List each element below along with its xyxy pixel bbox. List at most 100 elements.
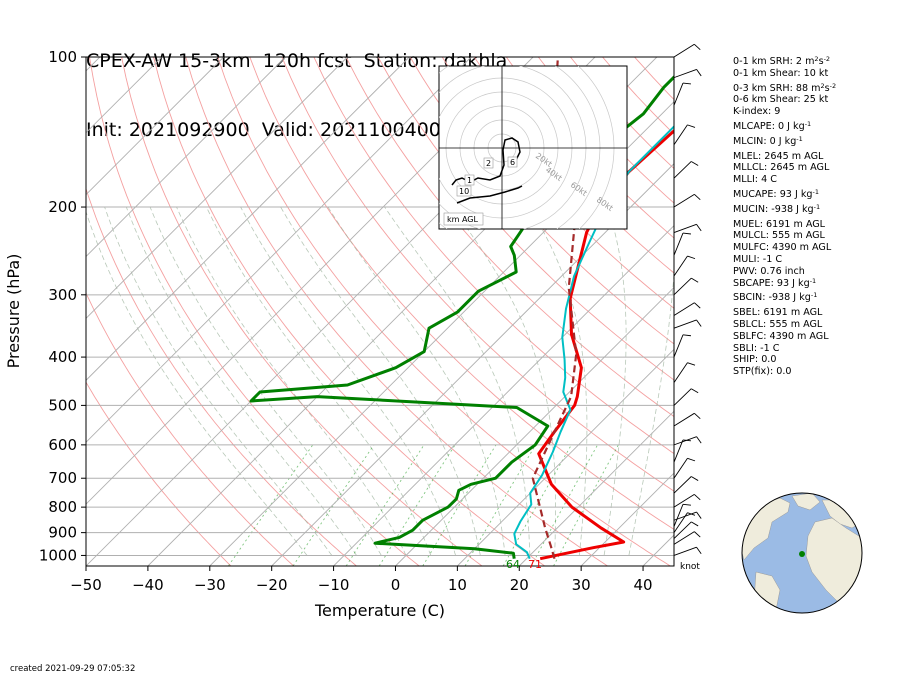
wind-barb-flag [696, 319, 702, 327]
wind-barb-flag [687, 362, 696, 366]
parameter-line: STP(fix): 0.0 [733, 366, 792, 378]
parameter-line: MLLCL: 2645 m AGL [733, 162, 830, 174]
x-tick-label: 40 [634, 576, 653, 594]
dry-adiabat [86, 291, 295, 566]
station-marker [799, 551, 805, 557]
wind-barb-flag [694, 494, 701, 501]
wind-barb [673, 511, 697, 521]
parameter-line: SBCIN: -938 J kg-1 [733, 291, 818, 304]
wind-barb [673, 531, 695, 545]
hodograph-height-10: 10 [459, 187, 469, 196]
wind-barb [673, 277, 692, 296]
moist-adiabat [384, 206, 531, 556]
globe-land [742, 493, 862, 613]
wind-barb [673, 319, 697, 329]
y-tick-label: 1000 [39, 546, 77, 564]
wind-barb-flag [682, 334, 691, 337]
wind-barb [673, 494, 695, 508]
parameter-line: SBLI: -1 C [733, 342, 780, 354]
isotherm [86, 57, 224, 196]
parameter-line: MLCAPE: 0 J kg-1 [733, 119, 812, 132]
wind-barb-flag [694, 531, 701, 538]
wind-barb [673, 412, 695, 427]
isotherm [86, 57, 286, 258]
isotherm [518, 410, 674, 566]
wind-barb-flag [682, 232, 691, 235]
wind-barb [673, 124, 688, 146]
y-tick-label: 900 [48, 524, 77, 542]
hodograph-height-2: 2 [486, 159, 491, 168]
parameter-line: SBCAPE: 93 J kg-1 [733, 276, 817, 289]
parameter-line: MULCL: 555 m AGL [733, 230, 825, 242]
hodograph-units-label: km AGL [447, 215, 479, 224]
dry-adiabat [89, 57, 420, 566]
x-tick-label: −40 [132, 576, 164, 594]
wind-barb-flag [696, 511, 702, 519]
mixing-ratio-line [464, 444, 536, 566]
y-axis-label: Pressure (hPa) [4, 254, 23, 369]
parameter-line: SBEL: 6191 m AGL [733, 307, 823, 319]
x-tick-label: 20 [510, 576, 529, 594]
wind-barb-flag [691, 161, 699, 166]
x-tick-label: 30 [572, 576, 591, 594]
dry-adiabat [121, 57, 483, 566]
created-timestamp: created 2021-09-29 07:05:32 [10, 664, 136, 674]
y-tick-label: 800 [48, 498, 77, 516]
parameter-line: MUCIN: -938 J kg-1 [733, 202, 821, 215]
wind-barb [673, 82, 684, 106]
x-tick-label: −10 [318, 576, 350, 594]
hodograph-inset: 20kt 40kt 60kt 80kt 1 2 6 10 km AGL [438, 65, 628, 230]
dry-adiabat [153, 57, 545, 566]
mixing-ratio-line [422, 444, 497, 566]
dry-adiabat [473, 57, 674, 274]
x-axis-label: Temperature (C) [314, 601, 445, 620]
dry-adiabat [345, 57, 674, 418]
dry-adiabat [185, 57, 608, 566]
isotherm [86, 57, 163, 134]
hodograph-height-1: 1 [467, 176, 472, 185]
isotherm [333, 224, 674, 566]
wind-barb-flag [694, 412, 701, 420]
wind-barb-flag [694, 193, 701, 201]
wind-barb-flag [694, 302, 701, 309]
wind-barb [673, 546, 697, 556]
x-tick-label: −20 [256, 576, 288, 594]
globe-locator [741, 492, 863, 614]
mixing-ratio-line [378, 444, 456, 566]
parameter-line: 0-1 km Shear: 10 kt [733, 67, 829, 79]
wind-barb [673, 334, 684, 358]
moist-adiabat [149, 206, 382, 556]
dry-adiabat [441, 57, 674, 309]
parameter-line: MULFC: 4390 m AGL [733, 242, 832, 254]
hodograph-height-6: 6 [510, 158, 515, 167]
wind-barbs [673, 43, 702, 566]
wind-barb [673, 161, 692, 179]
wind-barb [673, 476, 692, 494]
isotherm [580, 472, 674, 566]
sounding-parameters: 0-1 km SRH: 2 m2s-2 0-1 km Shear: 10 kt 0-… [733, 56, 836, 378]
moist-adiabat [628, 267, 674, 556]
isotherm [457, 348, 674, 566]
wind-barb-flag [682, 82, 691, 85]
wind-barb-flag [694, 43, 701, 51]
y-tick-label: 200 [48, 198, 77, 216]
moist-adiabat [86, 210, 308, 556]
moist-adiabat [603, 206, 627, 556]
y-tick-label: 300 [48, 286, 77, 304]
axis-ticks: −50 −40 −30 −20 −10 0 10 20 30 40 100 200 300 400 500 6… [39, 48, 653, 594]
y-tick-label: 500 [48, 396, 77, 414]
isotherm [86, 57, 348, 320]
wind-barb [673, 223, 697, 233]
wind-barb [673, 232, 684, 256]
parameter-line: MULI: -1 C [733, 253, 783, 265]
parameter-line: 0-6 km Shear: 25 kt [733, 94, 829, 106]
hodograph-frame [438, 65, 628, 230]
wind-barb [673, 436, 697, 446]
y-tick-label: 700 [48, 469, 77, 487]
mixing-ratio-line [228, 444, 314, 566]
dry-adiabat [409, 57, 674, 345]
hodograph-height-labels: 1 2 6 10 [456, 156, 518, 197]
wind-barb-flag [691, 388, 699, 394]
moist-adiabat [104, 206, 333, 556]
